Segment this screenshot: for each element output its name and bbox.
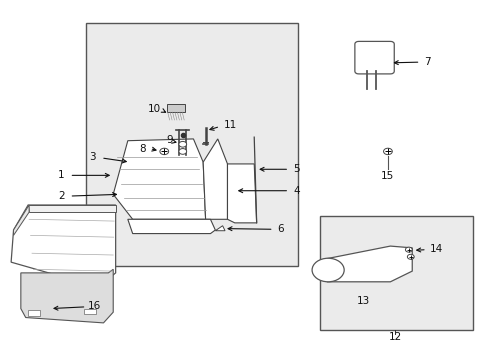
Text: 9: 9 bbox=[166, 135, 173, 145]
Text: 2: 2 bbox=[58, 191, 64, 201]
Text: 5: 5 bbox=[292, 164, 299, 174]
Text: 10: 10 bbox=[147, 104, 161, 113]
Text: 12: 12 bbox=[388, 332, 401, 342]
Polygon shape bbox=[326, 246, 411, 282]
Text: 8: 8 bbox=[139, 144, 145, 154]
Circle shape bbox=[179, 149, 186, 154]
Text: 13: 13 bbox=[356, 296, 369, 306]
Circle shape bbox=[407, 254, 413, 259]
Circle shape bbox=[405, 247, 411, 252]
Polygon shape bbox=[215, 226, 224, 231]
Text: 7: 7 bbox=[424, 57, 430, 67]
Circle shape bbox=[179, 141, 186, 147]
Text: 14: 14 bbox=[429, 244, 443, 254]
Text: 15: 15 bbox=[381, 171, 394, 181]
Bar bbox=[86, 23, 297, 266]
Circle shape bbox=[383, 148, 391, 155]
Polygon shape bbox=[84, 309, 96, 314]
Text: 6: 6 bbox=[277, 224, 283, 234]
Polygon shape bbox=[127, 219, 215, 234]
Polygon shape bbox=[14, 205, 29, 235]
Text: 3: 3 bbox=[89, 152, 96, 162]
Text: 1: 1 bbox=[58, 170, 64, 180]
Polygon shape bbox=[28, 205, 116, 212]
Circle shape bbox=[311, 258, 344, 282]
Bar bbox=[166, 104, 185, 112]
Text: 16: 16 bbox=[88, 301, 101, 311]
Polygon shape bbox=[28, 310, 40, 316]
Polygon shape bbox=[11, 205, 116, 287]
Polygon shape bbox=[227, 164, 256, 223]
Text: 11: 11 bbox=[223, 120, 236, 130]
Text: 4: 4 bbox=[292, 186, 299, 196]
FancyBboxPatch shape bbox=[354, 41, 393, 74]
Polygon shape bbox=[203, 139, 227, 219]
Polygon shape bbox=[21, 269, 113, 323]
Circle shape bbox=[160, 148, 168, 155]
Polygon shape bbox=[113, 139, 205, 219]
Bar bbox=[319, 216, 472, 330]
